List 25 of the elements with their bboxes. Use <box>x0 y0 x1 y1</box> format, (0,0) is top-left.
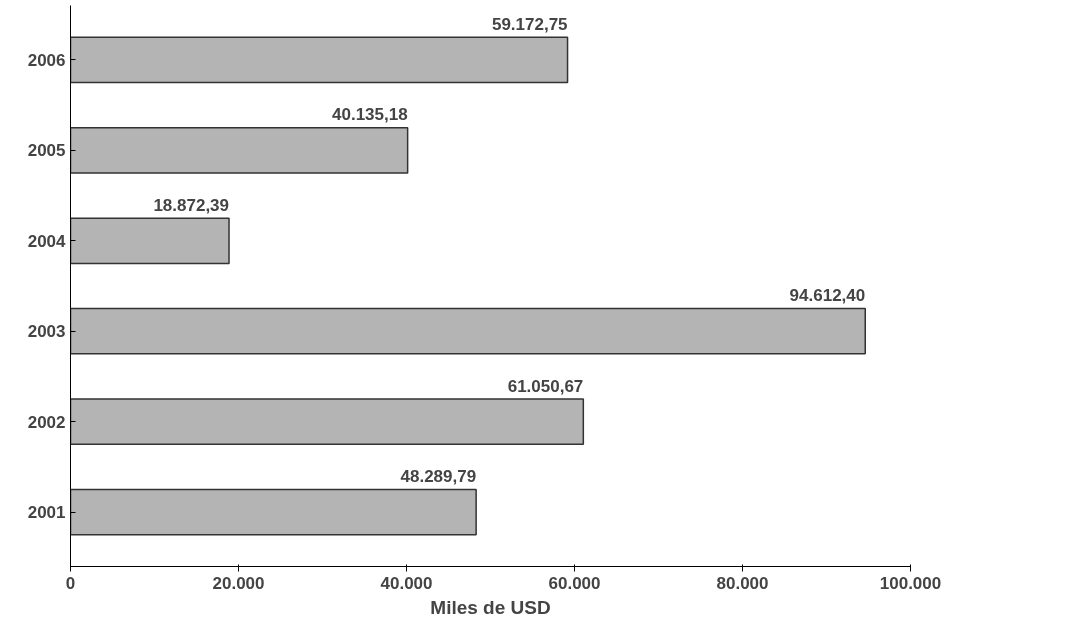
y-tick-label: 2003 <box>27 322 66 342</box>
data-label: 40.135,18 <box>332 105 408 125</box>
x-tick-label: 0 <box>65 573 76 593</box>
x-tick-label: 20.000 <box>212 573 265 593</box>
data-label: 18.872,39 <box>153 195 230 215</box>
y-tick-label: 2002 <box>27 412 66 432</box>
data-label: 48.289,79 <box>400 467 477 487</box>
x-tick-label: 60.000 <box>548 573 601 593</box>
bar <box>70 307 866 355</box>
data-label: 61.050,67 <box>507 376 584 396</box>
y-tick-label: 2004 <box>27 231 67 251</box>
bar <box>70 488 477 536</box>
x-tick-label: 40.000 <box>380 573 433 593</box>
data-label: 94.612,40 <box>789 286 866 306</box>
x-axis-title: Miles de USD <box>430 596 551 618</box>
bar <box>70 126 409 174</box>
y-tick-label: 2001 <box>27 503 66 523</box>
data-label: 59.172,75 <box>491 14 568 34</box>
bar <box>70 217 230 265</box>
y-tick-label: 2005 <box>27 141 66 161</box>
bar <box>70 36 569 84</box>
x-tick-label: 80.000 <box>716 573 769 593</box>
x-tick-label: 100.000 <box>879 573 942 593</box>
y-tick-label: 2006 <box>27 50 66 70</box>
bar <box>70 398 585 446</box>
